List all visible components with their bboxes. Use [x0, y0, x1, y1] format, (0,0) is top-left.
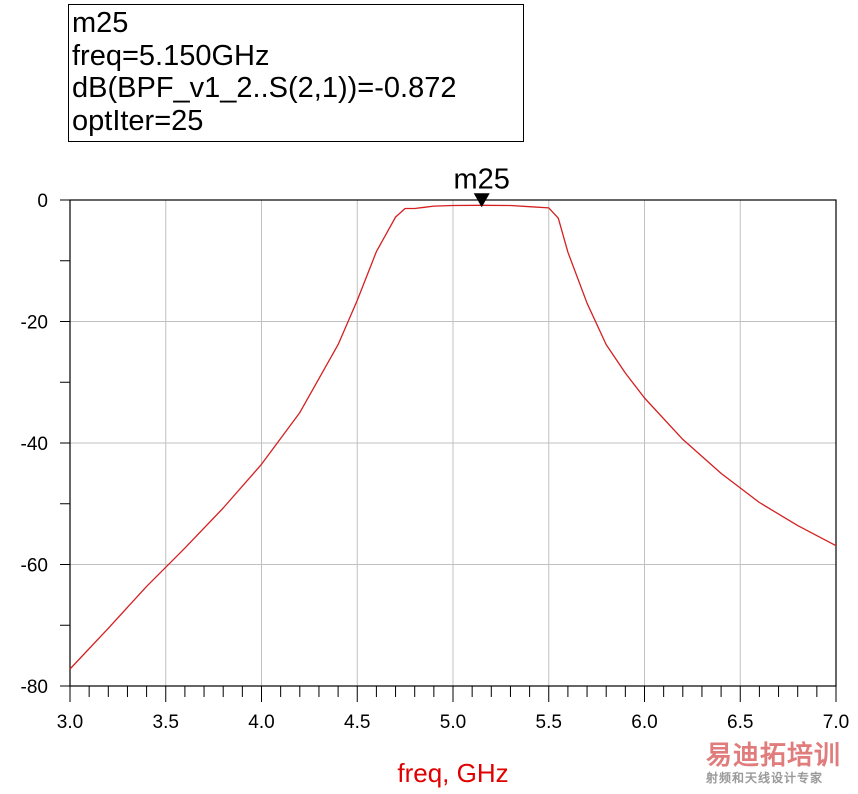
- y-tick-label: -80: [21, 677, 48, 698]
- x-tick-label: 6.5: [727, 712, 753, 733]
- x-tick-label: 3.5: [153, 712, 179, 733]
- watermark-title: 易迪拓培训: [706, 740, 842, 770]
- x-tick-label: 4.5: [344, 712, 370, 733]
- y-tick-label: -60: [21, 556, 48, 577]
- y-tick-label: -20: [21, 313, 48, 334]
- x-tick-label: 6.0: [631, 712, 657, 733]
- marker-triangle: [473, 193, 490, 208]
- y-tick-label: -40: [21, 434, 48, 455]
- tick-labels: 3.0 3.5 4.0 4.5 5.0 5.5 6.0 6.5 7.0 0 -20 -40 -60 -80: [21, 191, 850, 733]
- x-tick-label: 5.0: [440, 712, 466, 733]
- watermark: 易迪拓培训 射频和天线设计专家: [706, 740, 856, 786]
- x-tick-label: 3.0: [57, 712, 83, 733]
- watermark-subtitle: 射频和天线设计专家: [706, 771, 824, 785]
- x-axis-label: freq, GHz: [397, 758, 508, 788]
- y-tick-label: 0: [37, 191, 48, 212]
- marker-readout-box: m25 freq=5.150GHz dB(BPF_v1_2..S(2,1))=-…: [68, 4, 524, 142]
- grid: [70, 200, 836, 686]
- marker-layer: m25: [454, 163, 510, 208]
- ticks: [60, 199, 837, 702]
- x-tick-label: 5.5: [536, 712, 562, 733]
- marker-freq-readout: freq=5.150GHz: [72, 39, 270, 72]
- marker-value-readout: dB(BPF_v1_2..S(2,1))=-0.872: [72, 72, 457, 104]
- marker-name: m25: [72, 7, 129, 39]
- marker-label: m25: [454, 163, 510, 195]
- marker-optiter-readout: optIter=25: [72, 104, 204, 137]
- series-layer: [69, 204, 837, 670]
- series-line: [69, 204, 837, 670]
- x-tick-label: 4.0: [248, 712, 274, 733]
- x-tick-label: 7.0: [823, 712, 849, 733]
